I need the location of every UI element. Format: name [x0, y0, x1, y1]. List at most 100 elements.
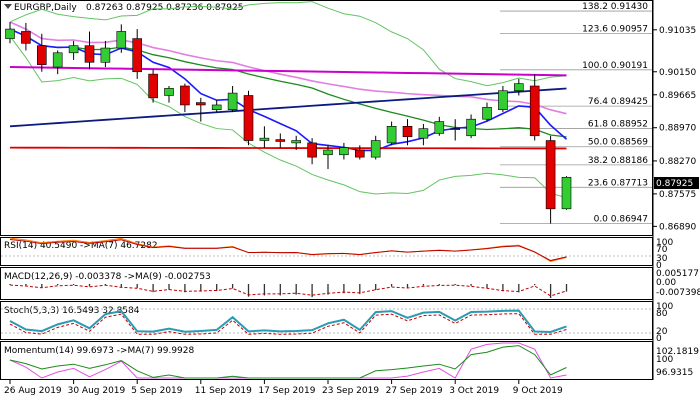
candle-body-28: [450, 128, 461, 130]
macd-title: MACD(12,26,9) -0.003378 ->MA(9) -0.00275…: [4, 272, 211, 282]
price-tick-3: 0.88970: [659, 124, 696, 134]
fib-label-6: 38.2 0.88186: [588, 156, 648, 166]
date-label-7: 3 Oct 2019: [449, 386, 499, 396]
fib-label-2: 100.0 0.90191: [582, 61, 648, 71]
date-label-0: 26 Aug 2019: [4, 386, 62, 396]
stoch-tick-0: 0: [656, 334, 662, 344]
current-price-tag: 0.87925: [654, 177, 699, 189]
fib-label-5: 50.0 0.88569: [588, 138, 648, 148]
stoch-title: Stoch(5,3,3) 16.5493 32.8584: [4, 306, 140, 316]
stoch-tick-100: 100: [656, 302, 673, 312]
ma-30-line: [9, 21, 567, 115]
candle-body-30: [482, 107, 492, 120]
collapse-triangle-icon: [4, 4, 12, 9]
macd-tick-zero: 0.00: [656, 278, 676, 288]
ma-100-line: [9, 66, 567, 77]
candle-body-13: [211, 104, 222, 111]
fib-label-3: 76.4 0.89425: [588, 97, 648, 107]
price-tick-0: 0.91035: [659, 26, 696, 36]
fib-label-0: 138.2 0.91430: [582, 2, 648, 12]
moving-averages: [9, 1, 568, 199]
date-label-2: 5 Sep 2019: [131, 386, 183, 396]
candle-body-16: [259, 137, 270, 141]
candle-body-12: [196, 102, 206, 106]
candle-body-23: [370, 140, 381, 158]
candle-body-2: [36, 45, 47, 65]
rsi-tick-70: 70: [656, 245, 668, 255]
ohlc-readout: 0.87263 0.87925 0.87236 0.87925: [86, 3, 243, 13]
price-tick-1: 0.90150: [659, 68, 696, 78]
candle-body-4: [68, 45, 79, 54]
candle-body-34: [545, 140, 556, 210]
price-tick-4: 0.88270: [659, 157, 696, 167]
candle-body-5: [84, 45, 95, 63]
candle-body-25: [402, 125, 413, 138]
candle-body-24: [386, 125, 397, 144]
bollinger-upper: [9, 1, 567, 87]
candle-body-8: [132, 38, 142, 73]
rsi-tick-0: 0: [656, 261, 662, 271]
date-label-8: 9 Oct 2019: [513, 386, 563, 396]
momentum-panel: Momentum(14) 99.6973 ->MA(7) 99.9928 102…: [4, 342, 699, 379]
candle-body-21: [339, 147, 349, 156]
rsi-panel: RSI(14) 40.5490 ->MA(7) 46.7282 100 70 3…: [1, 237, 673, 271]
fib-label-7: 23.6 0.87713: [588, 178, 648, 188]
candle-body-6: [100, 47, 111, 63]
date-label-1: 30 Aug 2019: [68, 386, 126, 396]
candle-body-19: [307, 142, 317, 158]
price-axis: 0.91035 0.90150 0.89665 0.88970 0.88270 0.875…: [653, 26, 696, 232]
bollinger-lower: [9, 35, 567, 199]
macd-panel: MACD(12,26,9) -0.003378 ->MA(9) -0.00275…: [4, 269, 700, 299]
momentum-tick-high: 102.1819: [656, 347, 699, 357]
rsi-title: RSI(14) 40.5490 ->MA(7) 46.7282: [4, 241, 158, 251]
stoch-tick-20: 20: [656, 327, 668, 337]
candle-body-22: [354, 149, 365, 158]
ma-55-line: [9, 146, 567, 150]
macd-tick-high: 0.005177: [656, 269, 699, 279]
candle-body-27: [434, 121, 445, 134]
candle-body-14: [227, 92, 238, 111]
candle-body-35: [561, 176, 572, 210]
candle-body-1: [21, 31, 31, 44]
candle-body-31: [498, 90, 508, 111]
candle-body-20: [323, 149, 333, 156]
candle-body-33: [529, 85, 540, 137]
date-label-6: 27 Sep 2019: [386, 386, 443, 396]
candle-body-0: [5, 28, 15, 39]
symbol-title: EURGBP,Daily: [14, 3, 77, 13]
date-axis: 26 Aug 2019 30 Aug 2019 5 Sep 2019 11 Sep 2…: [4, 380, 563, 396]
price-tick-5: 0.87575: [659, 190, 696, 200]
candle-body-11: [180, 85, 190, 106]
price-tick-6: 0.86890: [659, 222, 696, 232]
price-tick-2: 0.89665: [659, 91, 696, 101]
candle-body-15: [243, 95, 254, 141]
fib-label-8: 0.0 0.86947: [594, 215, 648, 225]
candle-body-18: [291, 140, 302, 144]
candle-body-9: [148, 73, 158, 99]
candle-body-32: [513, 83, 524, 92]
rsi-tick-100: 100: [656, 238, 673, 248]
candle-body-3: [52, 52, 63, 68]
current-price: 0.87925: [656, 179, 693, 189]
date-label-4: 17 Sep 2019: [258, 386, 315, 396]
rsi-tick-30: 30: [656, 254, 668, 264]
macd-tick-low: -0.007398: [656, 288, 700, 298]
momentum-title: Momentum(14) 99.6973 ->MA(7) 99.9928: [4, 346, 195, 356]
stoch-panel: Stoch(5,3,3) 16.5493 32.8584 100 80 20 0: [1, 302, 673, 344]
fib-label-1: 123.6 0.90957: [582, 24, 648, 34]
candle-body-10: [164, 88, 174, 96]
candle-body-7: [116, 31, 127, 49]
fib-label-4: 61.8 0.88952: [588, 120, 648, 130]
date-label-3: 11 Sep 2019: [195, 386, 252, 396]
candles: [5, 21, 572, 224]
candle-body-17: [275, 139, 286, 142]
candle-body-26: [418, 128, 429, 139]
stoch-tick-80: 80: [656, 309, 668, 319]
momentum-tick-100: 100: [656, 355, 673, 365]
date-label-5: 23 Sep 2019: [322, 386, 379, 396]
momentum-tick-low: 96.9315: [656, 368, 693, 378]
fibonacci-levels: 138.2 0.91430 123.6 0.90957 100.0 0.90191 7…: [500, 2, 652, 225]
ma-200-line: [9, 87, 567, 128]
